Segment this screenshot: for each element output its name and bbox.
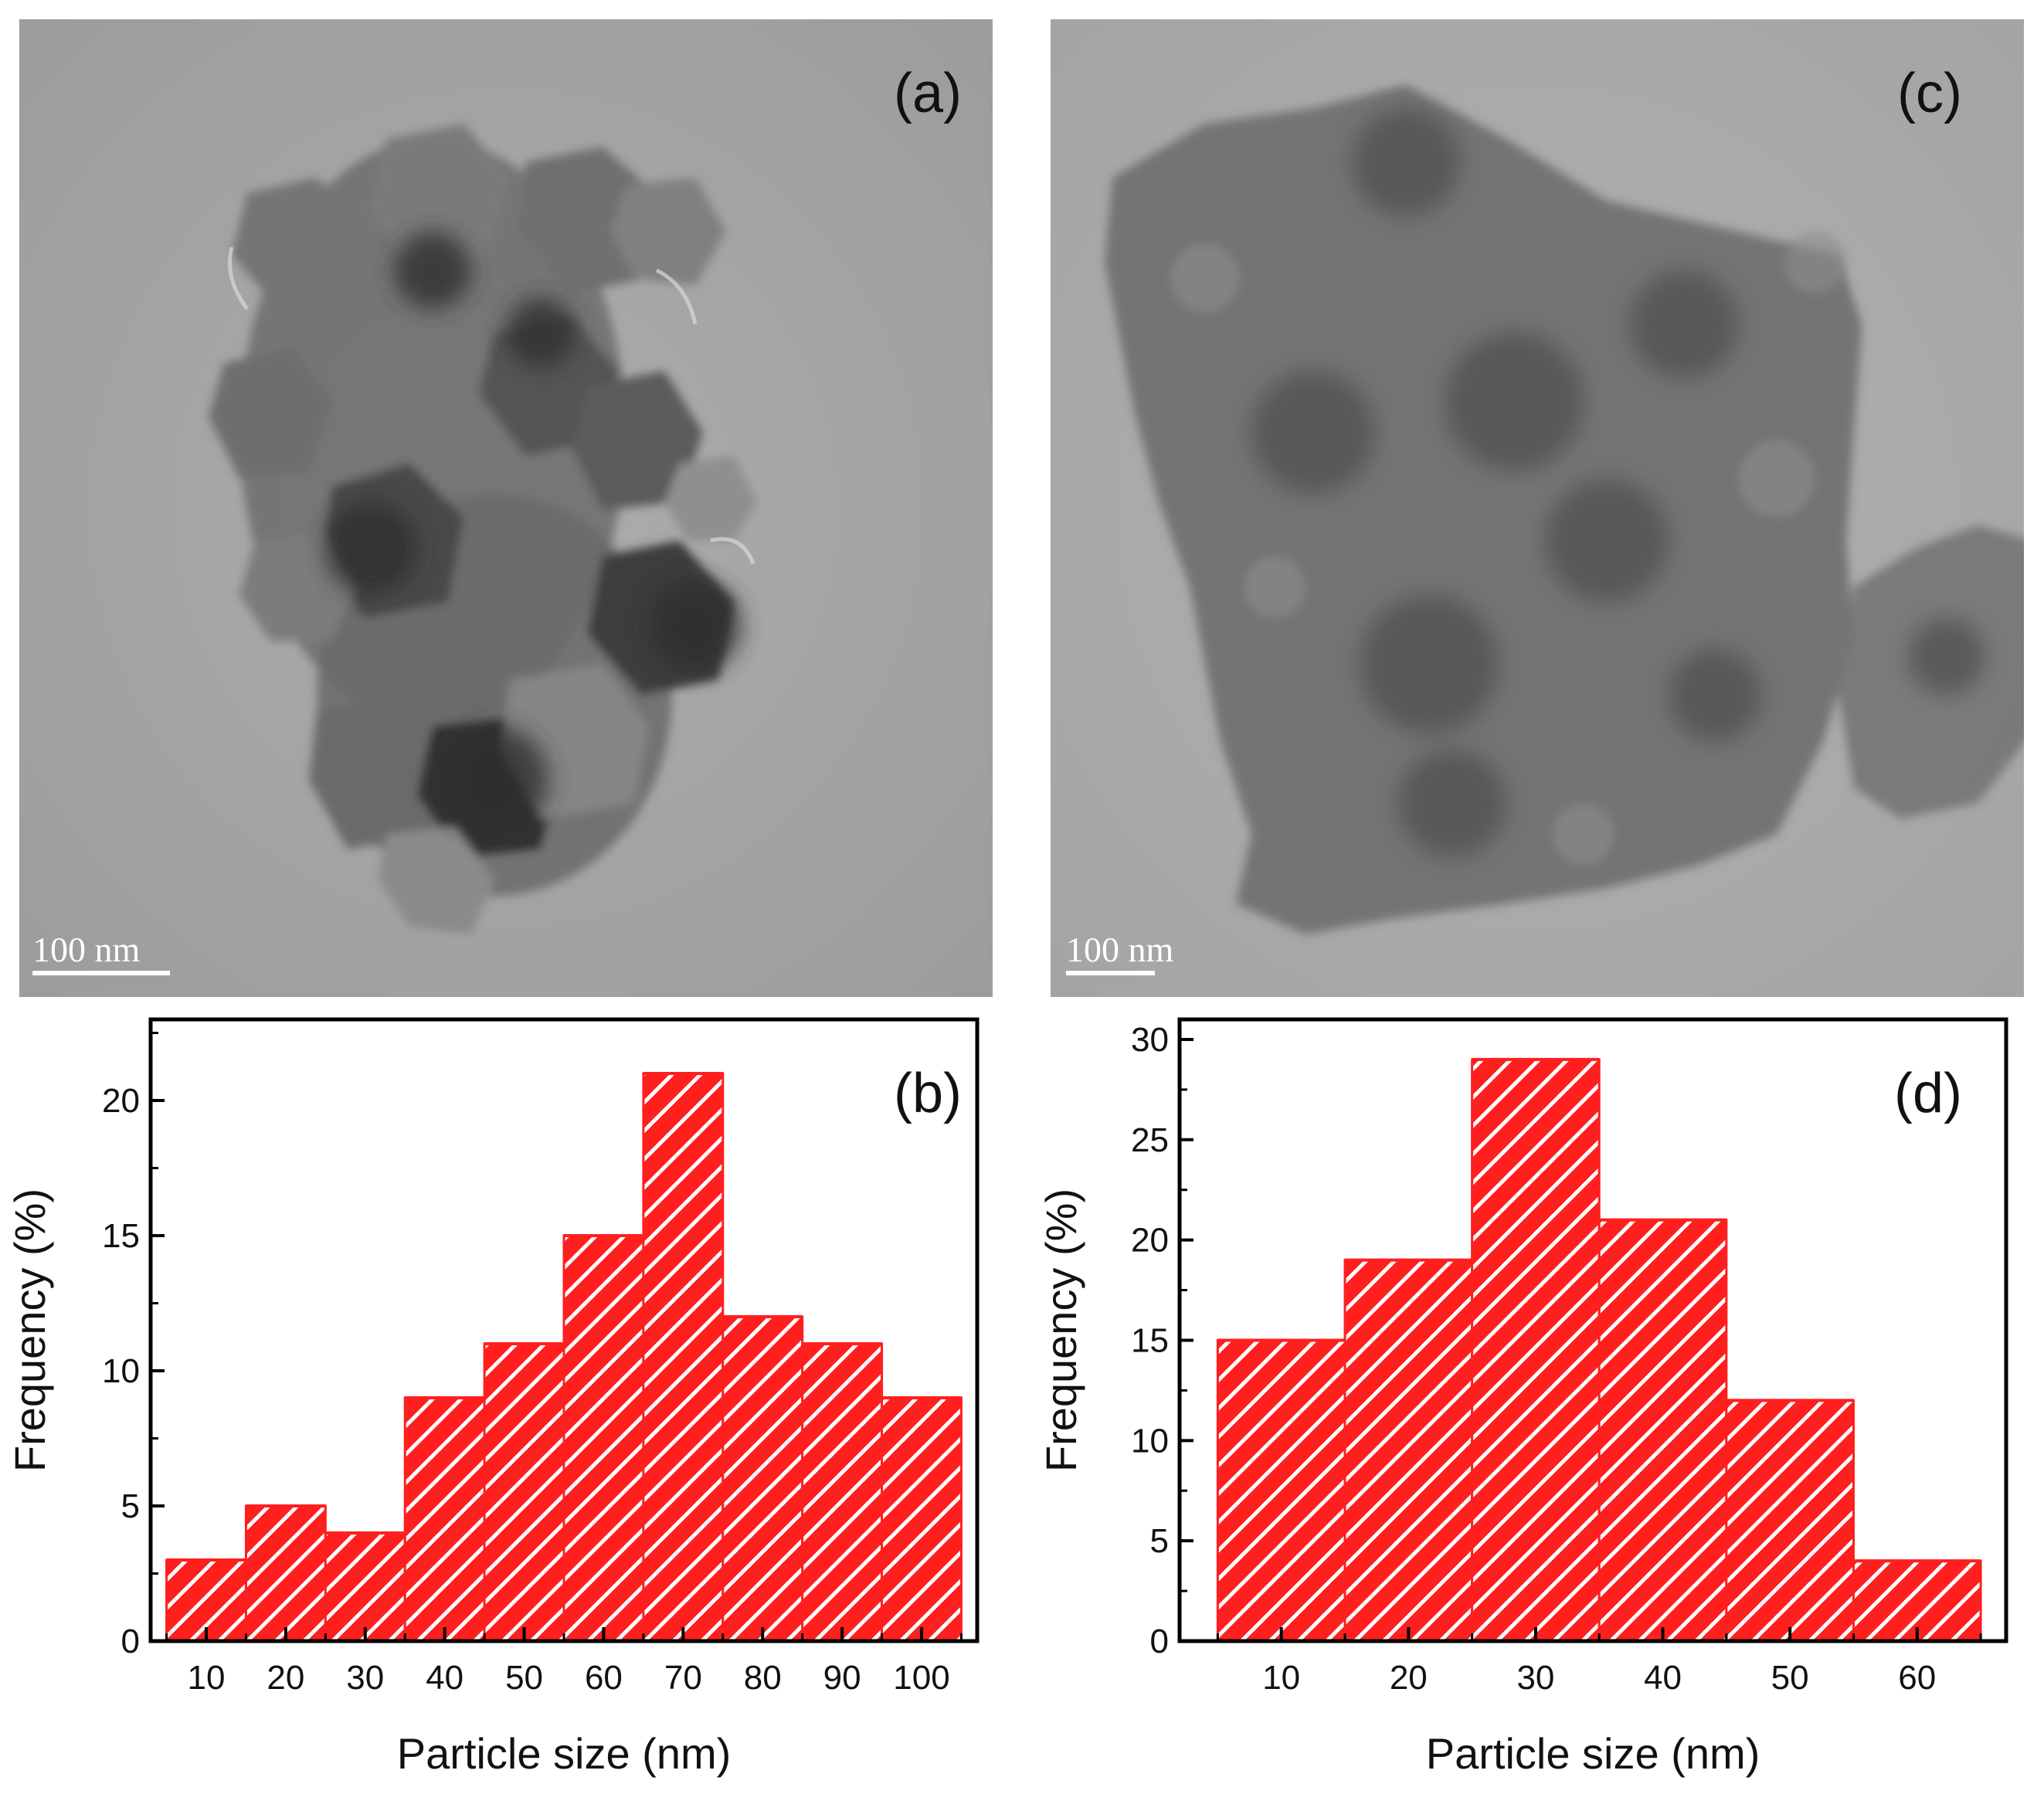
histogram-b: 10 20 30 40 50 60 70 80 90 100 0 5 10 15 20 Particle … xyxy=(5,1017,980,1778)
y-tick-label-d-15: 15 xyxy=(1131,1321,1169,1359)
bar-b-70 xyxy=(642,1072,725,1643)
y-tick-label-d-0: 0 xyxy=(1150,1623,1169,1660)
y-axis-label-d: Frequency (%) xyxy=(1037,1189,1085,1472)
y-tick-label-b-20: 20 xyxy=(102,1082,140,1120)
x-ticks-d: 10 20 30 40 50 60 xyxy=(1216,1627,1982,1697)
y-tick-label-d-10: 10 xyxy=(1131,1422,1169,1460)
x-tick-label-d-30: 30 xyxy=(1516,1659,1554,1697)
panel-label-c: (c) xyxy=(1897,63,1962,124)
bar-d-50 xyxy=(1725,1399,1855,1643)
panel-label-b: (b) xyxy=(894,1063,962,1124)
bar-b-80 xyxy=(722,1315,804,1643)
bar-d-30 xyxy=(1471,1058,1601,1643)
x-tick-label-b-70: 70 xyxy=(664,1659,702,1697)
bar-d-10 xyxy=(1216,1338,1346,1643)
histogram-d: 10 20 30 40 50 60 0 5 10 15 20 25 30 Particle size … xyxy=(1037,1017,2008,1778)
particle-aggregate-c xyxy=(1105,85,2024,934)
y-tick-label-d-20: 20 xyxy=(1131,1222,1169,1260)
x-ticks-b: 10 20 30 40 50 60 70 80 90 100 xyxy=(165,1627,963,1697)
y-tick-label-b-10: 10 xyxy=(102,1352,140,1390)
y-tick-label-b-5: 5 xyxy=(121,1487,140,1525)
x-tick-label-b-80: 80 xyxy=(744,1659,782,1697)
bars-d xyxy=(1216,1057,1982,1643)
bar-b-30 xyxy=(324,1531,406,1643)
x-tick-label-d-40: 40 xyxy=(1644,1659,1682,1697)
tem-image-a: (a) 100 nm xyxy=(19,19,993,997)
y-tick-label-b-0: 0 xyxy=(121,1623,140,1660)
x-axis-label-b: Particle size (nm) xyxy=(397,1729,732,1778)
y-tick-label-d-25: 25 xyxy=(1131,1121,1169,1159)
bar-d-20 xyxy=(1343,1259,1474,1643)
x-tick-label-b-100: 100 xyxy=(893,1659,949,1697)
x-tick-label-b-50: 50 xyxy=(505,1659,543,1697)
x-tick-label-d-10: 10 xyxy=(1262,1659,1300,1697)
scale-bar-label-c: 100 nm xyxy=(1066,930,1174,969)
bar-b-50 xyxy=(483,1342,565,1643)
scale-bar-label-a: 100 nm xyxy=(32,930,141,969)
y-tick-label-d-5: 5 xyxy=(1150,1522,1169,1560)
tem-image-c: (c) 100 nm xyxy=(1051,19,2024,997)
bar-b-100 xyxy=(881,1396,963,1643)
x-tick-label-d-20: 20 xyxy=(1390,1659,1428,1697)
bar-b-20 xyxy=(244,1504,327,1643)
particle-cluster-a xyxy=(209,124,757,934)
bar-b-40 xyxy=(403,1396,486,1643)
y-ticks-b: 0 5 10 15 20 xyxy=(102,1032,165,1660)
x-tick-label-d-60: 60 xyxy=(1898,1659,1936,1697)
x-tick-label-b-20: 20 xyxy=(267,1659,304,1697)
x-tick-label-b-40: 40 xyxy=(426,1659,463,1697)
x-tick-label-b-60: 60 xyxy=(585,1659,623,1697)
bar-b-60 xyxy=(562,1234,645,1643)
x-tick-label-b-10: 10 xyxy=(188,1659,226,1697)
y-ticks-d: 0 5 10 15 20 25 30 xyxy=(1131,1021,1193,1660)
bar-d-40 xyxy=(1598,1219,1728,1643)
y-axis-label-b: Frequency (%) xyxy=(5,1189,54,1472)
x-axis-label-d: Particle size (nm) xyxy=(1426,1729,1760,1778)
bar-b-90 xyxy=(801,1342,884,1643)
y-tick-label-b-15: 15 xyxy=(102,1217,140,1255)
panel-label-a: (a) xyxy=(894,63,962,124)
bars-b xyxy=(165,1072,963,1643)
panel-label-d: (d) xyxy=(1894,1063,1962,1124)
y-tick-label-d-30: 30 xyxy=(1131,1021,1169,1059)
x-tick-label-b-30: 30 xyxy=(346,1659,384,1697)
x-tick-label-b-90: 90 xyxy=(823,1659,861,1697)
plot-frame-d xyxy=(1177,1017,2008,1643)
x-tick-label-d-50: 50 xyxy=(1771,1659,1809,1697)
